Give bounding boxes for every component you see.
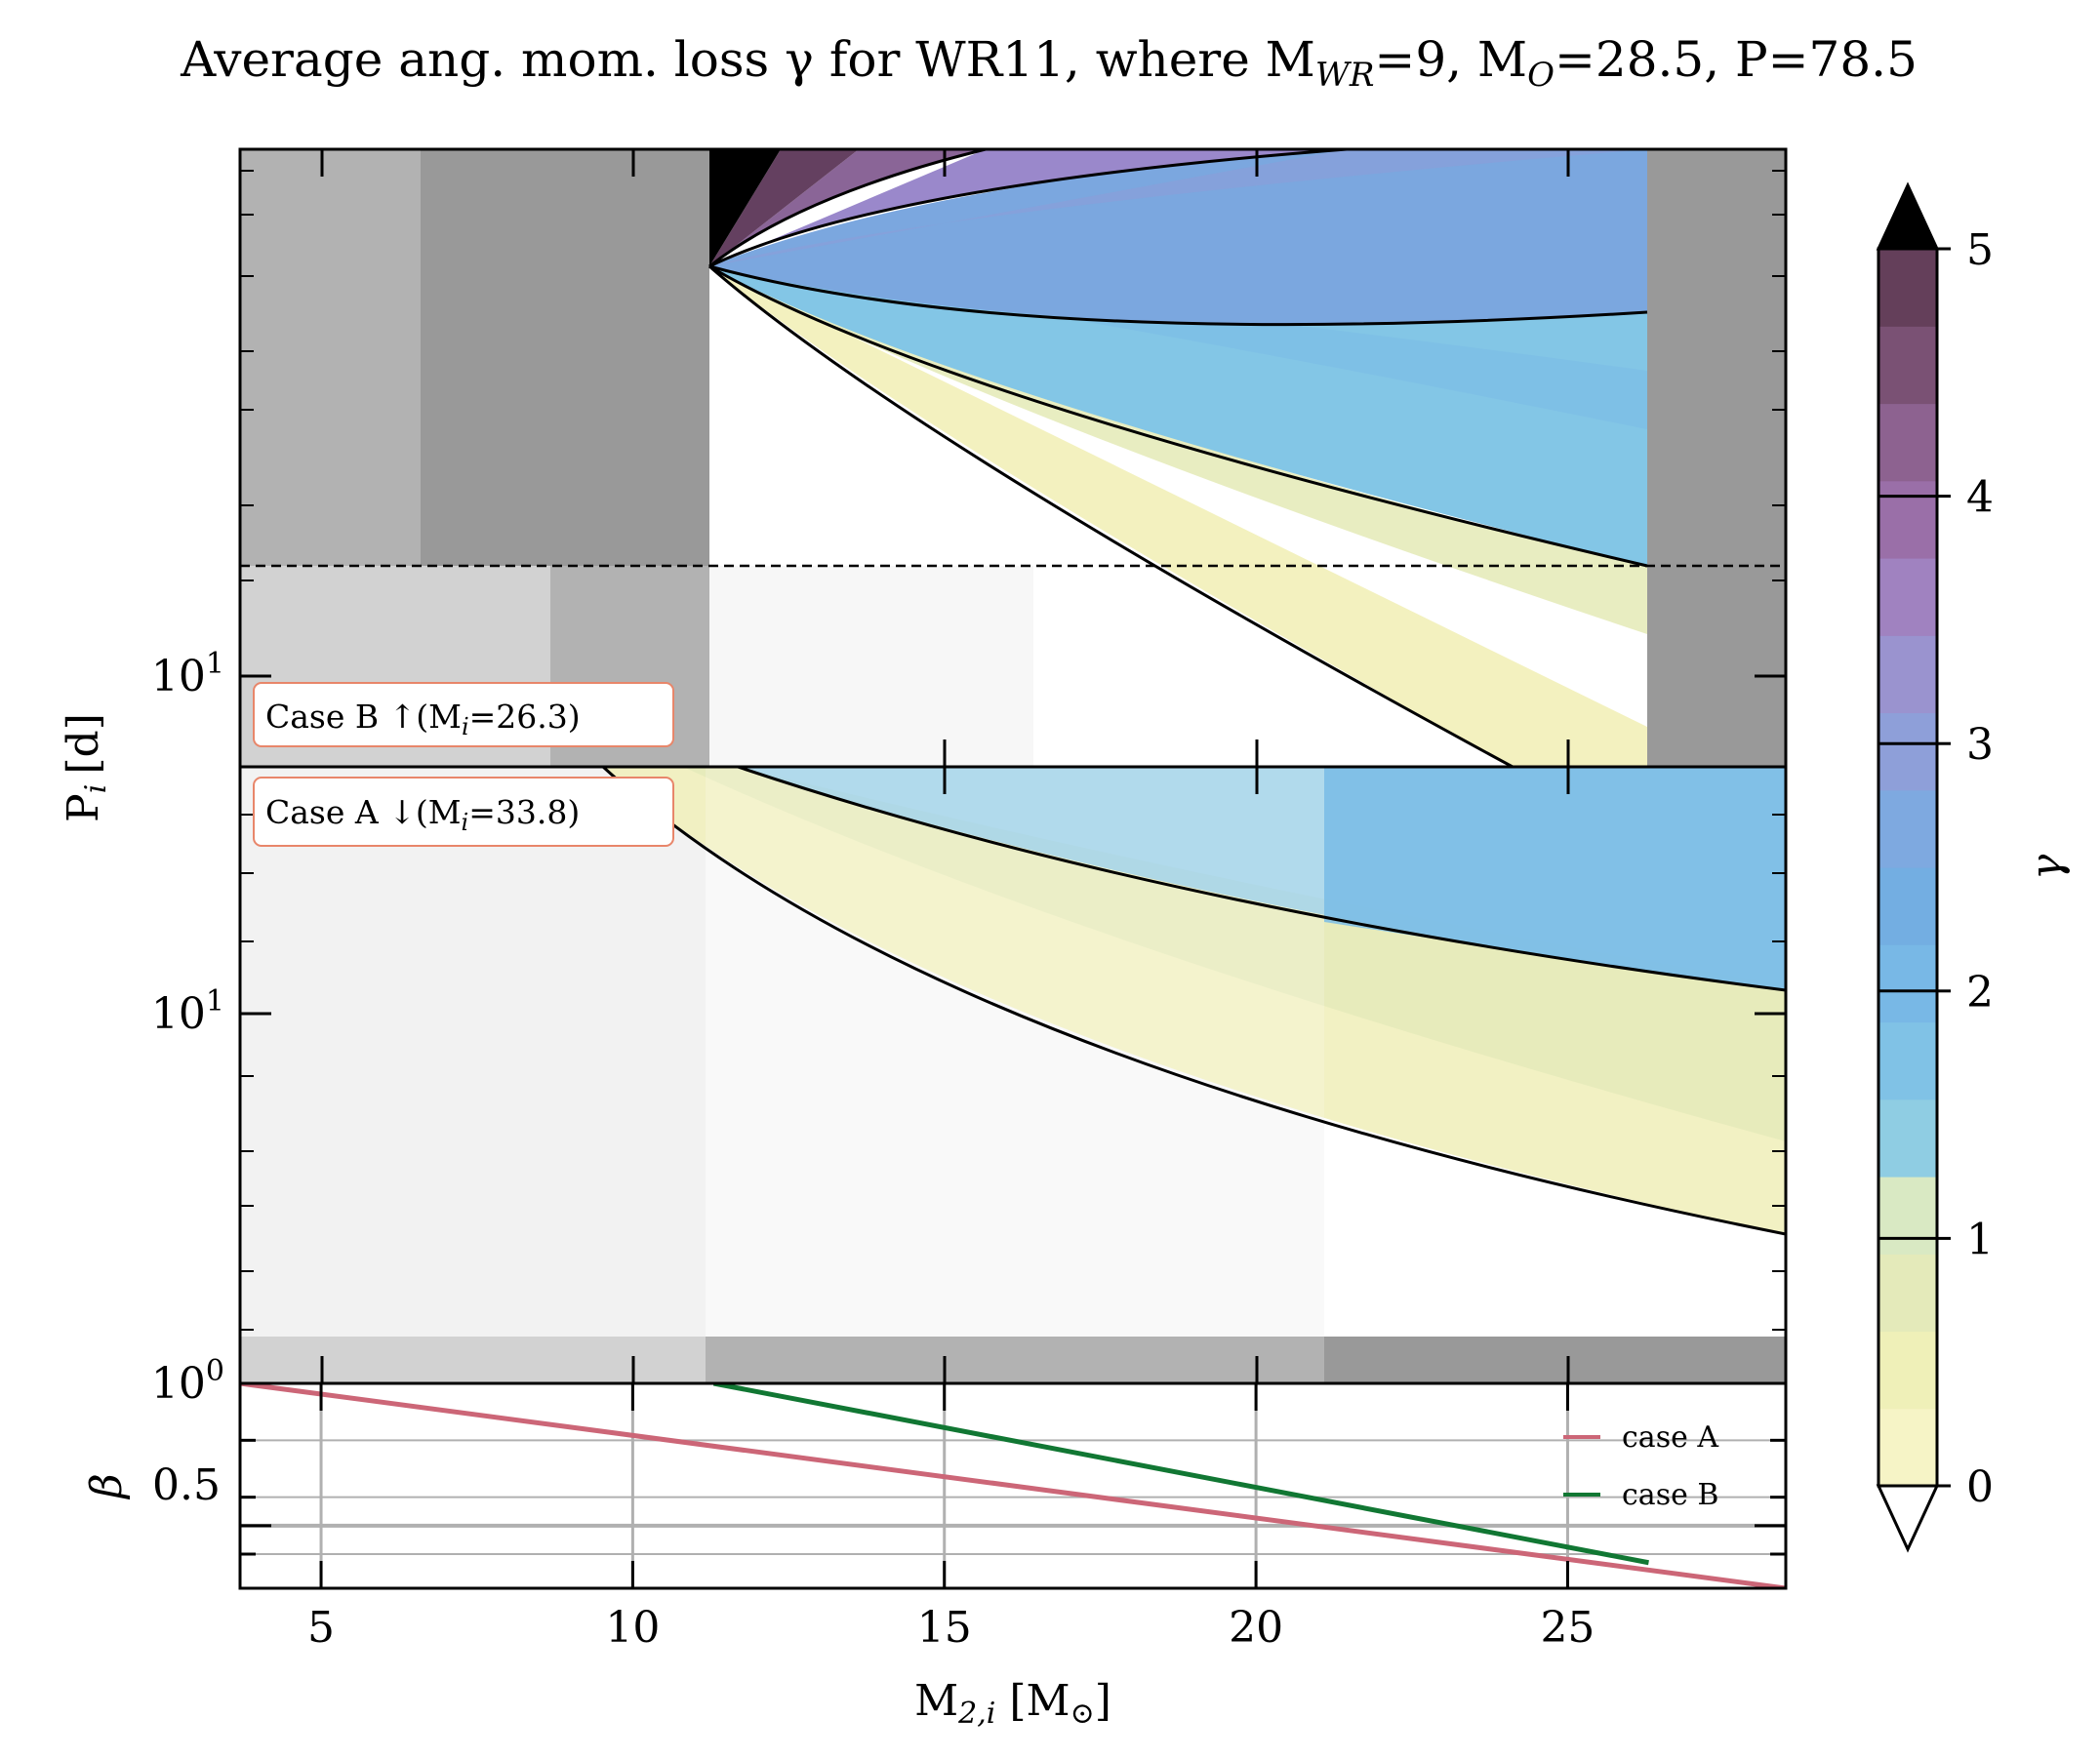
case-a-ticks [240, 767, 1786, 1383]
gamma-band-0 [709, 266, 1647, 767]
beta-ticks [240, 1383, 1786, 1588]
case-a-ytick-label: 101 [151, 984, 224, 1039]
legend-case-b-label: case B [1622, 1478, 1718, 1512]
case-a-ytick-label-bottom: 100 [151, 1354, 224, 1409]
colorbar-tick-label: 3 [1966, 720, 1994, 770]
grey-band [1324, 1337, 1786, 1383]
case-a-line [240, 1383, 1786, 1588]
colorbar-band [1878, 1177, 1937, 1255]
x-axis-label: M2,i [M⊙] [914, 1676, 1111, 1731]
colorbar-band [1878, 558, 1937, 636]
colorbar-band [1878, 1408, 1937, 1487]
beta-panel: 5 10 15 20 25 0.5 β case A case B M2,i [M⊙] [82, 1381, 1788, 1731]
p-axis-label: Pi[d] [59, 713, 113, 822]
colorbar-band [1878, 1021, 1937, 1100]
colorbar-label: γ [2022, 854, 2072, 880]
grey-band [706, 1337, 1324, 1383]
gamma-contour-3 [708, 149, 1348, 268]
beta-xtick-label: 10 [605, 1603, 660, 1653]
colorbar-tick-label: 1 [1966, 1215, 1994, 1264]
overlay [706, 767, 1324, 1337]
colorbar-band [1878, 1099, 1937, 1178]
colorbar: 0 1 2 3 4 5 γ [1876, 181, 2072, 1553]
grey-band [421, 149, 709, 566]
gamma-band-0 [603, 767, 1786, 1234]
colorbar-band [1878, 867, 1937, 945]
case-b-ytick-label: 101 [151, 647, 224, 701]
colorbar-band [1878, 789, 1937, 868]
colorbar-frame [1877, 247, 1939, 1488]
gamma-contour-0 [601, 767, 1786, 1236]
beta-xtick-label: 5 [307, 1603, 335, 1653]
colorbar-extend-min [1876, 1484, 1940, 1553]
gamma-band-3 [709, 149, 1347, 266]
grey-band [240, 767, 706, 1337]
case-b-annotation-box [253, 682, 674, 747]
grey-band [1647, 149, 1786, 767]
figure-title: Average ang. mom. loss γ for WR11, where… [180, 31, 1918, 95]
beta-ytick-label: 0.5 [152, 1460, 221, 1510]
beta-xtick-label: 25 [1540, 1603, 1595, 1653]
gamma-contour-0 [708, 264, 1514, 767]
beta-xtick-label: 15 [917, 1603, 972, 1653]
colorbar-tick-label: 0 [1966, 1462, 1994, 1512]
grey-band [240, 149, 421, 566]
colorbar-tick-label: 2 [1966, 968, 1994, 1018]
legend-case-a-label: case A [1622, 1420, 1718, 1455]
gamma-band-15 [709, 266, 1647, 429]
colorbar-tick-label: 5 [1966, 225, 1994, 275]
gamma-band-05 [709, 266, 1647, 634]
legend: case A case B [1563, 1420, 1718, 1512]
case-a-annotation-box [253, 777, 674, 847]
beta-xtick-label: 20 [1229, 1603, 1283, 1653]
gamma-band-45 [709, 149, 859, 266]
beta-axis-label: β [82, 1473, 132, 1499]
colorbar-band [1878, 403, 1937, 482]
gamma-contour-1 [737, 767, 1786, 992]
colorbar-tick-label: 4 [1966, 473, 1994, 523]
case-b-annotation: Case B ↑(Mi=26.3) [265, 698, 581, 740]
colorbar-band [1878, 480, 1937, 559]
gamma-band-15 [1324, 767, 1786, 990]
gamma-band-4 [709, 149, 986, 266]
case-b-ticks [240, 149, 1786, 767]
case-a-panel: 101 100 Case A ↓(Mi=33.8) [151, 765, 1788, 1409]
gamma-above-5 [709, 149, 781, 266]
colorbar-band [1878, 1331, 1937, 1410]
colorbar-band [1878, 944, 1937, 1023]
gamma-contour-1 [708, 264, 1648, 568]
case-b-line [712, 1383, 1649, 1566]
case-b-panel: 101 Case B ↑(Mi=26.3) [151, 147, 1788, 769]
gamma-band-05 [683, 767, 1786, 1141]
colorbar-band [1878, 712, 1937, 791]
grey-band [709, 566, 1033, 767]
colorbar-extend-max [1876, 181, 1940, 251]
colorbar-band [1878, 326, 1937, 405]
gamma-contour-4 [708, 149, 987, 268]
colorbar-band [1878, 249, 1937, 327]
beta-frame [238, 1381, 1788, 1590]
colorbar-band [1878, 1254, 1937, 1333]
gamma-contour-2 [708, 264, 1648, 327]
colorbar-band [1878, 635, 1937, 714]
case-a-annotation: Case A ↓(Mi=33.8) [265, 793, 580, 836]
gamma-band-2 [709, 149, 1647, 325]
grey-band [240, 1337, 706, 1383]
